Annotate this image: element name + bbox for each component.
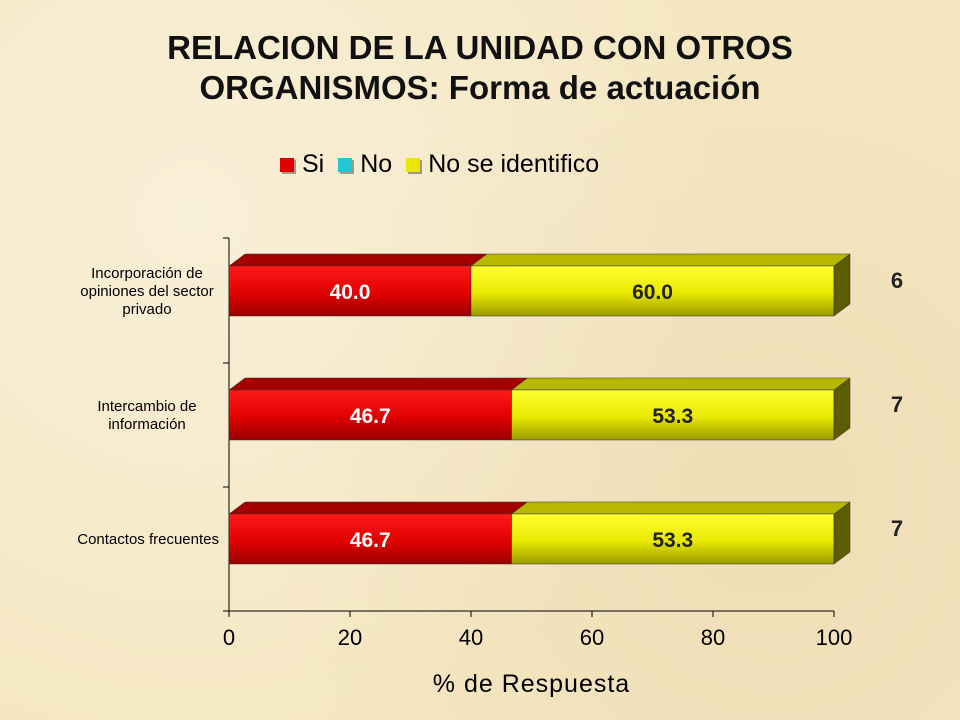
- x-tick-label: 80: [701, 625, 725, 650]
- bar-top-si: [228, 253, 488, 267]
- x-tick-label: 100: [816, 625, 853, 650]
- category-label: Incorporación de: [91, 265, 203, 282]
- bar-top-si: [228, 377, 529, 391]
- legend-item-si: Si: [280, 150, 324, 179]
- x-tick-label: 40: [459, 625, 483, 650]
- category-label: Contactos frecuentes: [77, 531, 219, 548]
- bar-top-no-se-identifico: [510, 501, 851, 515]
- x-axis-title: % de Respuesta: [433, 670, 630, 698]
- bar-si: [228, 265, 472, 317]
- legend-swatch-no: [338, 157, 353, 172]
- legend: Si No No se identifico: [280, 150, 613, 179]
- category-label: privado: [122, 301, 171, 318]
- chart-title-line1: RELACION DE LA UNIDAD CON OTROS: [167, 29, 793, 66]
- legend-item-no-se-identifico: No se identifico: [406, 150, 599, 179]
- bar-top-no-se-identifico: [470, 253, 851, 267]
- bar-no-se-identifico: [470, 265, 835, 317]
- bar-side-face: [833, 377, 851, 441]
- bar-side-face: [833, 253, 851, 317]
- legend-label-no-se-identifico: No se identifico: [428, 150, 600, 178]
- category-label: opiniones del sector: [80, 283, 213, 300]
- legend-swatch-si: [280, 157, 294, 172]
- category-label: información: [108, 416, 186, 433]
- x-tick-label: 60: [580, 625, 604, 650]
- bar-si: [228, 389, 512, 441]
- bar-value-label: 53.3: [652, 529, 693, 552]
- bar-value-label: 60.0: [632, 281, 673, 304]
- chart-title: RELACION DE LA UNIDAD CON OTROS ORGANISM…: [0, 28, 960, 108]
- x-tick-label: 20: [338, 625, 362, 650]
- bar-value-label: 46.7: [350, 529, 391, 552]
- bar-no-se-identifico: [511, 513, 835, 565]
- bar-si: [228, 513, 512, 565]
- legend-swatch-no-se-identifico: [406, 157, 421, 172]
- bar-no-se-identifico: [511, 389, 835, 441]
- bar-value-label: 46.7: [350, 405, 391, 428]
- bar-side-face: [833, 501, 851, 565]
- bar-top-no-se-identifico: [510, 377, 851, 391]
- x-tick-label: 0: [223, 625, 235, 650]
- legend-label-si: Si: [302, 150, 325, 178]
- n-count-label: 6: [891, 268, 903, 293]
- bar-value-label: 53.3: [652, 405, 693, 428]
- bar-top-si: [228, 501, 529, 515]
- legend-label-no: No: [360, 150, 393, 178]
- category-label: Intercambio de: [97, 398, 196, 415]
- n-count-label: 7: [891, 392, 903, 417]
- chart-title-line2: ORGANISMOS: Forma de actuación: [199, 69, 761, 106]
- n-count-label: 7: [891, 516, 903, 541]
- bar-value-label: 40.0: [330, 281, 371, 304]
- legend-item-no: No: [338, 150, 392, 179]
